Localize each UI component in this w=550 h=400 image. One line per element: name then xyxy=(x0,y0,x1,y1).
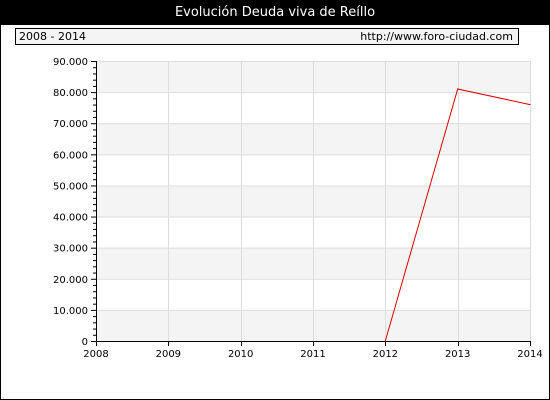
y-tick-label: 90.000 xyxy=(53,57,88,68)
series-layer xyxy=(384,88,531,342)
x-tick-label: 2010 xyxy=(228,349,253,360)
y-tick-label: 30.000 xyxy=(53,244,88,255)
info-bar: 2008 - 2014 http://www.foro-ciudad.com xyxy=(15,28,519,45)
source-url: http://www.foro-ciudad.com xyxy=(360,30,513,43)
y-tick-label: 10.000 xyxy=(53,306,88,317)
x-tick-label: 2014 xyxy=(517,349,542,360)
x-tick-label: 2008 xyxy=(83,349,108,360)
x-tick-label: 2013 xyxy=(445,349,470,360)
y-tick-label: 50.000 xyxy=(53,181,88,192)
x-axis-ticks: 2008 2009 2010 2011 2012 2013 2014 xyxy=(83,341,543,360)
y-tick-label: 80.000 xyxy=(53,88,88,99)
series-point xyxy=(457,88,459,90)
y-tick-label: 40.000 xyxy=(53,213,88,224)
grid-lines xyxy=(96,61,531,341)
y-tick-label: 70.000 xyxy=(53,119,88,130)
y-axis-ticks: 0 10.000 20.000 30.000 40.000 50.000 60.000 70.… xyxy=(53,57,96,348)
x-tick-label: 2012 xyxy=(373,349,398,360)
series-point xyxy=(384,340,386,342)
y-tick-label: 60.000 xyxy=(53,150,88,161)
chart-title: Evolución Deuda viva de Reíllo xyxy=(1,1,549,25)
x-tick-label: 2011 xyxy=(300,349,325,360)
year-range-label: 2008 - 2014 xyxy=(19,30,86,43)
y-tick-label: 20.000 xyxy=(53,275,88,286)
x-tick-label: 2009 xyxy=(156,349,181,360)
y-tick-label: 0 xyxy=(82,337,88,348)
series-point xyxy=(529,103,531,106)
